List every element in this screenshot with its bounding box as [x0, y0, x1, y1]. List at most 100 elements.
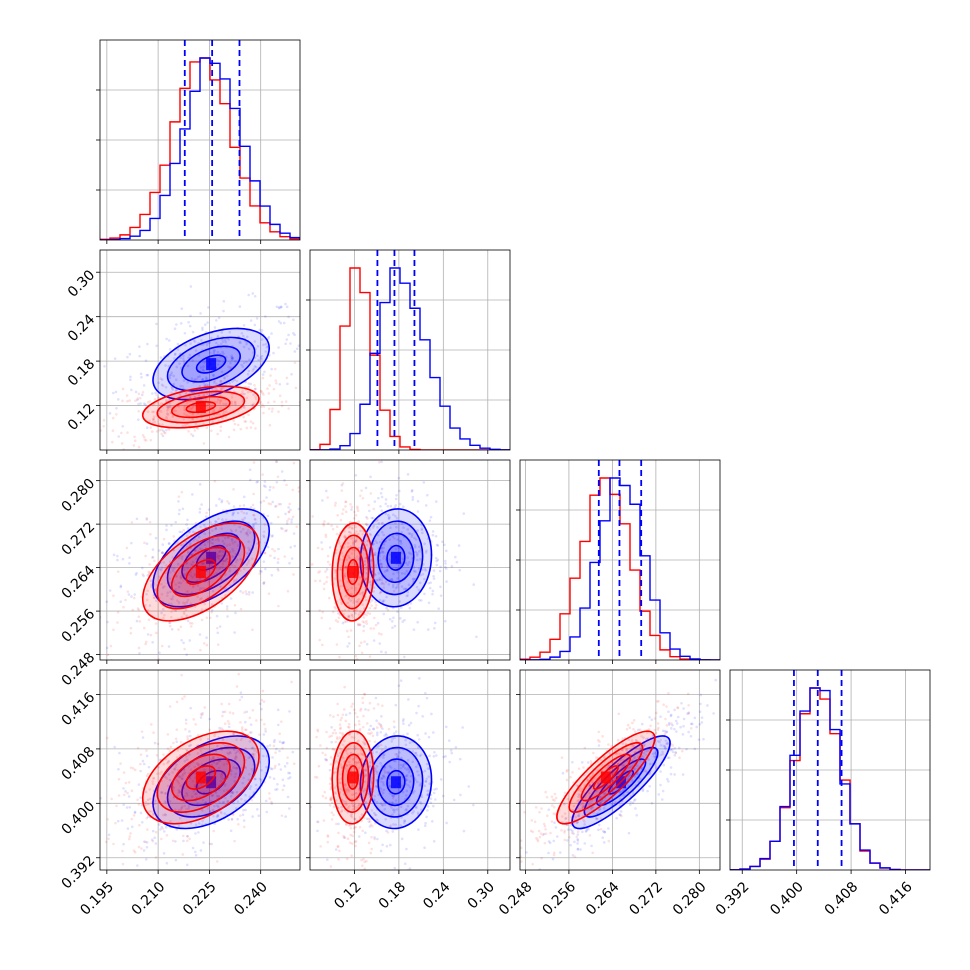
sample-point	[205, 383, 208, 386]
sample-point	[194, 422, 198, 426]
sample-point	[382, 557, 385, 560]
sample-point	[530, 819, 534, 822]
sample-point	[145, 841, 149, 844]
sample-point	[379, 849, 383, 853]
sample-point	[210, 392, 213, 396]
sample-point	[673, 708, 676, 712]
y-tick-label: 0.272	[59, 519, 99, 559]
sample-point	[411, 577, 415, 581]
sample-point	[102, 418, 106, 422]
sample-point	[667, 780, 670, 783]
sample-point	[212, 351, 216, 355]
sample-point	[561, 771, 565, 775]
sample-point	[193, 574, 197, 577]
sample-point	[161, 423, 164, 426]
sample-point	[206, 321, 209, 324]
sample-point	[646, 789, 649, 793]
sample-point	[523, 810, 526, 814]
sample-point	[289, 776, 292, 779]
sample-point	[232, 511, 236, 515]
sample-point	[109, 644, 113, 648]
sample-point	[238, 504, 242, 508]
joint-panel-2-3	[306, 459, 511, 670]
sample-point	[316, 820, 320, 824]
sample-point	[230, 396, 234, 399]
sample-point	[355, 657, 359, 660]
sample-point	[221, 566, 224, 569]
sample-point	[194, 850, 197, 854]
sample-point	[206, 540, 209, 544]
sample-point	[168, 800, 172, 803]
sample-point	[382, 554, 386, 558]
sample-point	[262, 484, 266, 488]
sample-point	[305, 770, 308, 773]
sample-point	[232, 766, 235, 769]
sample-point	[144, 801, 148, 804]
sample-point	[330, 740, 334, 744]
sample-point	[363, 640, 366, 643]
sample-point	[165, 834, 169, 837]
x-tick-label: 0.195	[77, 879, 117, 919]
sample-point	[253, 323, 257, 327]
sample-point	[379, 491, 383, 495]
sample-point	[334, 607, 337, 610]
sample-point	[380, 565, 383, 568]
sample-point	[270, 800, 273, 804]
sample-point	[191, 584, 195, 588]
sample-point	[188, 837, 191, 841]
sample-point	[415, 711, 418, 715]
sample-point	[264, 727, 267, 731]
sample-point	[196, 539, 199, 542]
sample-point	[150, 723, 153, 726]
sample-point	[284, 512, 287, 516]
sample-point	[188, 324, 192, 328]
sample-point	[218, 401, 222, 405]
sample-point	[190, 553, 194, 556]
sample-point	[445, 580, 448, 583]
sample-point	[529, 871, 532, 874]
sample-point	[216, 756, 220, 760]
sample-point	[560, 756, 564, 759]
sample-point	[603, 830, 607, 834]
sample-point	[208, 539, 212, 542]
sample-point	[230, 791, 234, 794]
sample-point	[242, 415, 245, 419]
sample-point	[444, 619, 447, 623]
sample-point	[375, 719, 378, 723]
sample-point	[156, 396, 160, 399]
sample-point	[656, 722, 660, 725]
sample-point	[418, 599, 421, 602]
sample-point	[219, 429, 222, 432]
sample-point	[152, 731, 155, 735]
sample-point	[659, 770, 662, 773]
sample-point	[297, 490, 300, 493]
sample-point	[220, 500, 223, 504]
sample-point	[418, 550, 421, 553]
sample-point	[362, 547, 365, 550]
sample-point	[164, 364, 167, 367]
sample-point	[276, 782, 279, 786]
sample-point	[179, 322, 183, 325]
sample-point	[187, 807, 190, 810]
sample-point	[368, 532, 372, 536]
sample-point	[221, 550, 225, 553]
sample-point	[367, 708, 370, 712]
sample-point	[325, 568, 329, 571]
sample-point	[678, 756, 681, 760]
sample-point	[394, 521, 397, 525]
sample-point	[176, 342, 180, 346]
sample-point	[370, 565, 374, 569]
sample-point	[178, 775, 182, 779]
sample-point	[146, 342, 149, 346]
sample-point	[419, 558, 422, 561]
sample-point	[231, 512, 235, 515]
x-tick-label: 0.392	[713, 879, 753, 919]
histogram-series_a	[730, 687, 930, 870]
sample-point	[182, 359, 186, 363]
sample-point	[218, 567, 221, 570]
sample-point	[327, 667, 330, 670]
sample-point	[151, 839, 155, 843]
sample-point	[351, 834, 355, 838]
sample-point	[211, 538, 214, 542]
sample-point	[160, 432, 163, 436]
